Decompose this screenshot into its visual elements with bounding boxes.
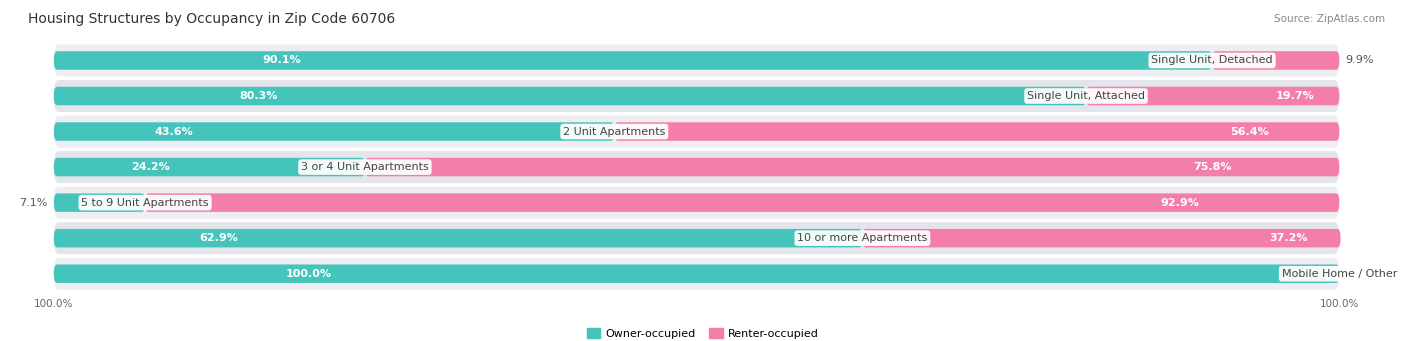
Text: 5 to 9 Unit Apartments: 5 to 9 Unit Apartments bbox=[82, 198, 209, 208]
Text: 9.9%: 9.9% bbox=[1346, 56, 1374, 65]
FancyBboxPatch shape bbox=[53, 51, 1212, 70]
Text: 24.2%: 24.2% bbox=[132, 162, 170, 172]
FancyBboxPatch shape bbox=[53, 187, 1340, 219]
Text: Single Unit, Attached: Single Unit, Attached bbox=[1026, 91, 1144, 101]
FancyBboxPatch shape bbox=[53, 116, 1340, 148]
Text: 43.6%: 43.6% bbox=[155, 127, 194, 136]
FancyBboxPatch shape bbox=[53, 122, 614, 141]
Text: 90.1%: 90.1% bbox=[263, 56, 301, 65]
FancyBboxPatch shape bbox=[862, 229, 1340, 248]
FancyBboxPatch shape bbox=[1085, 87, 1340, 105]
Text: Single Unit, Detached: Single Unit, Detached bbox=[1152, 56, 1272, 65]
Text: 2 Unit Apartments: 2 Unit Apartments bbox=[564, 127, 665, 136]
Text: 75.8%: 75.8% bbox=[1194, 162, 1232, 172]
FancyBboxPatch shape bbox=[53, 80, 1340, 112]
FancyBboxPatch shape bbox=[53, 151, 1340, 183]
Text: 56.4%: 56.4% bbox=[1230, 127, 1270, 136]
FancyBboxPatch shape bbox=[53, 265, 1340, 283]
FancyBboxPatch shape bbox=[614, 122, 1340, 141]
FancyBboxPatch shape bbox=[53, 87, 1085, 105]
FancyBboxPatch shape bbox=[53, 158, 366, 176]
FancyBboxPatch shape bbox=[53, 258, 1340, 290]
FancyBboxPatch shape bbox=[145, 193, 1340, 212]
FancyBboxPatch shape bbox=[366, 158, 1340, 176]
FancyBboxPatch shape bbox=[53, 44, 1340, 76]
Text: 80.3%: 80.3% bbox=[239, 91, 278, 101]
Text: Mobile Home / Other: Mobile Home / Other bbox=[1282, 269, 1398, 279]
Text: 19.7%: 19.7% bbox=[1277, 91, 1315, 101]
Text: 37.2%: 37.2% bbox=[1268, 233, 1308, 243]
Text: 7.1%: 7.1% bbox=[20, 198, 48, 208]
Text: 3 or 4 Unit Apartments: 3 or 4 Unit Apartments bbox=[301, 162, 429, 172]
Text: Housing Structures by Occupancy in Zip Code 60706: Housing Structures by Occupancy in Zip C… bbox=[28, 12, 395, 26]
FancyBboxPatch shape bbox=[53, 193, 145, 212]
Legend: Owner-occupied, Renter-occupied: Owner-occupied, Renter-occupied bbox=[582, 324, 824, 341]
Text: 100.0%: 100.0% bbox=[285, 269, 332, 279]
Text: 62.9%: 62.9% bbox=[200, 233, 238, 243]
FancyBboxPatch shape bbox=[53, 222, 1340, 254]
FancyBboxPatch shape bbox=[53, 229, 862, 248]
Text: 10 or more Apartments: 10 or more Apartments bbox=[797, 233, 928, 243]
Text: 92.9%: 92.9% bbox=[1160, 198, 1199, 208]
Text: Source: ZipAtlas.com: Source: ZipAtlas.com bbox=[1274, 14, 1385, 24]
FancyBboxPatch shape bbox=[1212, 51, 1340, 70]
